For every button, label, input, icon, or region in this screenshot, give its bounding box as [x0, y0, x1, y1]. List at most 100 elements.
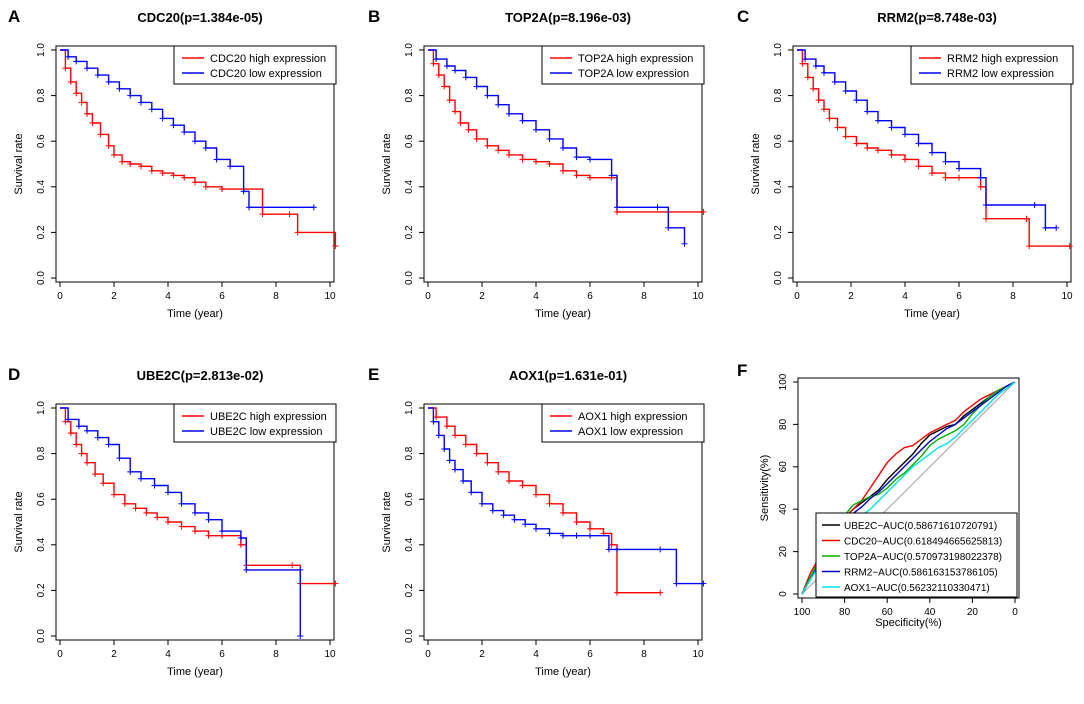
- y-tick-label: 1.0: [36, 401, 47, 415]
- x-tick-label: 40: [924, 607, 936, 618]
- x-tick-label: 10: [324, 649, 336, 660]
- chart-title: RRM2(p=8.748e-03): [877, 10, 997, 25]
- legend-label: CDC20 high expression: [210, 53, 326, 65]
- legend-box: [541, 403, 705, 443]
- legend: RRM2 high expression RRM2 low expression: [910, 45, 1074, 85]
- y-tick-label: 0.2: [404, 583, 415, 597]
- legend-label: CDC20−AUC(0.618494665625813): [844, 537, 1002, 548]
- x-axis-label: Time (year): [167, 308, 223, 320]
- x-tick-label: 6: [219, 291, 225, 302]
- y-tick-label: 0.6: [773, 134, 784, 148]
- x-tick-label: 10: [324, 291, 336, 302]
- panel-c: C RRM2(p=8.748e-03) 0 2 4 6 8 10 0.0 0.2 0.4 0.6 0.8…: [737, 7, 1074, 320]
- legend: CDC20 high expression CDC20 low expressio…: [173, 45, 337, 85]
- y-tick-label: 0.6: [36, 134, 47, 148]
- y-tick-label: 0.0: [36, 629, 47, 643]
- y-tick-label: 0.8: [36, 446, 47, 460]
- chart-title: TOP2A(p=8.196e-03): [505, 10, 631, 25]
- x-tick-label: 2: [111, 649, 117, 660]
- panel-b: B TOP2A(p=8.196e-03) 0 2 4 6 8 10 0.0 0.2 0.4 0.6 0.…: [368, 7, 707, 320]
- y-axis-label: Sensitivity(%): [759, 455, 771, 522]
- y-tick-label: 0.0: [404, 271, 415, 285]
- y-tick-label: 40: [778, 503, 789, 515]
- series-2: [797, 49, 1060, 231]
- y-axis-label: Survival rate: [13, 491, 25, 552]
- y-tick-label: 0.8: [773, 88, 784, 102]
- y-axis-label: Survival rate: [381, 491, 393, 552]
- y-tick-label: 100: [778, 373, 789, 390]
- y-tick-label: 0.0: [404, 629, 415, 643]
- panel-letter: A: [8, 7, 20, 26]
- x-tick-label: 2: [479, 291, 485, 302]
- chart-title: UBE2C(p=2.813e-02): [137, 368, 264, 383]
- panel-letter: E: [368, 365, 379, 384]
- y-tick-label: 0.6: [36, 492, 47, 506]
- legend-box: [173, 403, 337, 443]
- x-axis-label: Time (year): [535, 308, 591, 320]
- x-axis-label: Time (year): [535, 666, 591, 678]
- x-tick-label: 10: [1061, 291, 1073, 302]
- y-axis-label: Survival rate: [381, 133, 393, 194]
- series-1: [428, 49, 707, 215]
- y-tick-label: 0.4: [773, 179, 784, 193]
- legend-label: AOX1−AUC(0.56232110330471): [844, 583, 990, 594]
- x-tick-label: 8: [1010, 291, 1016, 302]
- panel-e: E AOX1(p=1.631e-01) 0 2 4 6 8 10 0.0 0.2 0.4 0.6 0.8…: [368, 365, 707, 678]
- panel-letter: F: [737, 361, 747, 380]
- x-axis-label: Time (year): [904, 308, 960, 320]
- y-tick-label: 1.0: [36, 43, 47, 57]
- series-2: [60, 407, 304, 639]
- x-tick-label: 60: [882, 607, 894, 618]
- x-tick-label: 4: [165, 649, 171, 660]
- y-tick-label: 20: [778, 546, 789, 558]
- panel-d: D UBE2C(p=2.813e-02) 0 2 4 6 8 10 0.0 0.2 0.4 0.6 0.…: [8, 365, 339, 678]
- legend-label: RRM2−AUC(0.586163153786105): [844, 568, 998, 579]
- x-tick-label: 100: [794, 607, 811, 618]
- x-tick-label: 10: [692, 291, 704, 302]
- x-tick-label: 8: [273, 649, 279, 660]
- y-tick-label: 0.0: [773, 271, 784, 285]
- legend-label: UBE2C high expression: [210, 411, 327, 423]
- legend-box: [910, 45, 1074, 85]
- y-tick-label: 0.2: [404, 225, 415, 239]
- y-tick-label: 80: [778, 418, 789, 430]
- y-tick-label: 0.0: [36, 271, 47, 285]
- legend-label: TOP2A high expression: [578, 53, 693, 65]
- y-tick-label: 0.8: [404, 88, 415, 102]
- x-tick-label: 4: [533, 291, 539, 302]
- y-tick-label: 0.4: [404, 179, 415, 193]
- x-tick-label: 4: [533, 649, 539, 660]
- x-tick-label: 0: [425, 291, 431, 302]
- x-tick-label: 6: [587, 649, 593, 660]
- x-tick-label: 0: [1012, 607, 1018, 618]
- legend-box: [541, 45, 705, 85]
- x-tick-label: 20: [967, 607, 979, 618]
- y-tick-label: 0.4: [404, 537, 415, 551]
- x-tick-label: 6: [219, 649, 225, 660]
- x-tick-label: 2: [479, 649, 485, 660]
- x-tick-label: 0: [57, 291, 63, 302]
- y-tick-label: 0.6: [404, 134, 415, 148]
- y-tick-label: 1.0: [404, 43, 415, 57]
- panel-letter: D: [8, 365, 20, 384]
- plot-frame: [797, 377, 1020, 599]
- y-axis-label: Survival rate: [750, 133, 762, 194]
- y-tick-label: 1.0: [404, 401, 415, 415]
- chart-title: AOX1(p=1.631e-01): [509, 368, 627, 383]
- legend: UBE2C high expression UBE2C low expressio…: [173, 403, 337, 443]
- legend: TOP2A high expression TOP2A low expressio…: [541, 45, 705, 85]
- y-tick-label: 0.4: [36, 179, 47, 193]
- y-tick-label: 0.2: [773, 225, 784, 239]
- legend-label: TOP2A low expression: [578, 68, 689, 80]
- legend-label: UBE2C−AUC(0.58671610720791): [844, 521, 997, 532]
- x-tick-label: 6: [956, 291, 962, 302]
- legend-label: AOX1 low expression: [578, 426, 683, 438]
- x-tick-label: 0: [425, 649, 431, 660]
- x-tick-label: 0: [794, 291, 800, 302]
- y-axis-label: Survival rate: [13, 133, 25, 194]
- panel-a: A CDC20(p=1.384e-05) 0 2 4 6 8 10 0.0 0.2 0.4 0.6 0.…: [8, 7, 339, 320]
- y-tick-label: 1.0: [773, 43, 784, 57]
- y-tick-label: 0.8: [404, 446, 415, 460]
- y-tick-label: 0.2: [36, 225, 47, 239]
